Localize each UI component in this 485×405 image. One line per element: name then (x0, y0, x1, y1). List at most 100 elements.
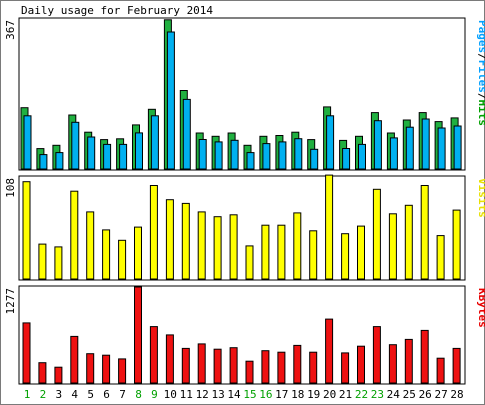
bar-kbytes-day-2 (38, 362, 47, 384)
bar-files-day-4 (71, 121, 80, 170)
bar-files-day-26 (421, 118, 430, 170)
legend-entry: KBytes (476, 288, 485, 328)
legend-entry: / (476, 93, 485, 100)
x-tick-label: 20 (323, 388, 336, 401)
bar-kbytes-day-28 (452, 347, 461, 384)
bar-files-day-22 (358, 143, 366, 170)
bar-files-day-20 (326, 115, 335, 170)
x-tick-label: 8 (135, 388, 142, 401)
bar-visits-day-18 (293, 212, 302, 280)
bar-kbytes-day-18 (293, 344, 302, 384)
bar-visits-day-2 (38, 243, 47, 280)
bar-visits-day-23 (372, 188, 381, 280)
bar-files-day-14 (230, 139, 239, 170)
x-tick-label: 14 (227, 388, 241, 401)
bar-visits-day-24 (388, 213, 397, 280)
bar-kbytes-day-14 (229, 347, 238, 384)
x-tick-label: 21 (339, 388, 352, 401)
bar-kbytes-day-12 (197, 343, 206, 384)
bar-files-day-16 (262, 143, 271, 170)
bar-files-day-9 (150, 115, 159, 170)
legend-entry: Pages (476, 20, 485, 53)
x-tick-label: 5 (87, 388, 94, 401)
bar-files-day-5 (87, 136, 96, 170)
bar-kbytes-day-1 (22, 322, 31, 384)
bar-visits-day-10 (165, 199, 174, 280)
x-tick-label: 27 (434, 388, 447, 401)
bar-files-day-15 (246, 152, 255, 170)
bar-visits-day-22 (357, 225, 365, 280)
bar-visits-day-5 (86, 211, 95, 280)
bar-visits-day-6 (102, 229, 111, 280)
x-tick-label: 2 (40, 388, 47, 401)
panel-3-legend: KBytes (476, 288, 485, 328)
bar-visits-day-8 (134, 226, 142, 280)
x-tick-label: 11 (180, 388, 193, 401)
bar-kbytes-day-24 (388, 344, 397, 384)
x-tick-label: 3 (55, 388, 62, 401)
x-tick-label: 13 (211, 388, 224, 401)
bar-files-day-27 (437, 127, 446, 170)
bar-visits-day-20 (325, 174, 334, 280)
bar-kbytes-day-6 (102, 354, 111, 384)
bar-kbytes-day-3 (54, 366, 63, 384)
bar-kbytes-day-17 (277, 351, 286, 384)
bar-files-day-19 (310, 148, 319, 170)
chart-title: Daily usage for February 2014 (21, 4, 214, 17)
bar-visits-day-1 (22, 181, 31, 280)
bar-files-day-25 (405, 126, 414, 170)
panel-2-legend: Visits (476, 178, 485, 218)
bar-kbytes-day-27 (436, 357, 445, 384)
bar-visits-day-7 (118, 239, 127, 280)
x-tick-label: 1 (24, 388, 31, 401)
bar-files-day-17 (278, 141, 287, 170)
bar-kbytes-day-8 (134, 286, 142, 384)
bar-files-day-6 (103, 143, 112, 170)
bar-kbytes-day-4 (70, 335, 79, 384)
x-tick-label: 22 (355, 388, 368, 401)
panel-3-max-label: 1277 (4, 288, 17, 315)
x-tick-label: 19 (307, 388, 320, 401)
bar-visits-day-16 (261, 224, 270, 280)
x-tick-label: 10 (164, 388, 177, 401)
bar-kbytes-day-13 (213, 348, 222, 384)
x-tick-label: 25 (403, 388, 416, 401)
bar-kbytes-day-26 (420, 329, 429, 384)
bar-visits-day-26 (420, 185, 429, 280)
x-tick-label: 23 (371, 388, 384, 401)
bar-visits-day-9 (149, 185, 158, 280)
bar-visits-day-27 (436, 235, 445, 280)
bar-files-day-11 (182, 98, 191, 170)
bar-files-day-21 (342, 148, 351, 170)
bar-visits-day-12 (197, 211, 206, 280)
x-tick-label: 4 (71, 388, 78, 401)
x-tick-label: 28 (450, 388, 463, 401)
bar-visits-day-3 (54, 246, 63, 280)
x-tick-label: 18 (291, 388, 304, 401)
bar-files-day-13 (214, 141, 223, 170)
bar-kbytes-day-9 (149, 326, 158, 384)
panel-1-max-label: 367 (4, 20, 17, 40)
bar-files-day-18 (294, 138, 303, 170)
bar-kbytes-day-11 (181, 347, 190, 384)
bar-files-day-24 (389, 137, 398, 170)
bar-visits-day-11 (181, 202, 190, 280)
x-tick-label: 16 (259, 388, 272, 401)
bar-kbytes-day-23 (372, 326, 381, 384)
bar-files-day-7 (119, 143, 128, 170)
legend-entry: Visits (476, 178, 485, 218)
panel-2-max-label: 108 (4, 178, 17, 198)
x-tick-label: 26 (419, 388, 432, 401)
bar-files-day-2 (39, 154, 48, 170)
bar-visits-day-15 (245, 245, 254, 280)
legend-entry: Files (476, 60, 485, 93)
bar-kbytes-day-7 (118, 358, 127, 384)
panel-2-frame (18, 175, 466, 281)
legend-entry: Hits (476, 100, 485, 127)
bar-kbytes-day-16 (261, 350, 270, 384)
bar-kbytes-day-20 (325, 318, 334, 384)
bar-visits-day-28 (452, 209, 461, 280)
bar-files-day-3 (55, 152, 64, 170)
bar-files-day-10 (166, 31, 175, 170)
